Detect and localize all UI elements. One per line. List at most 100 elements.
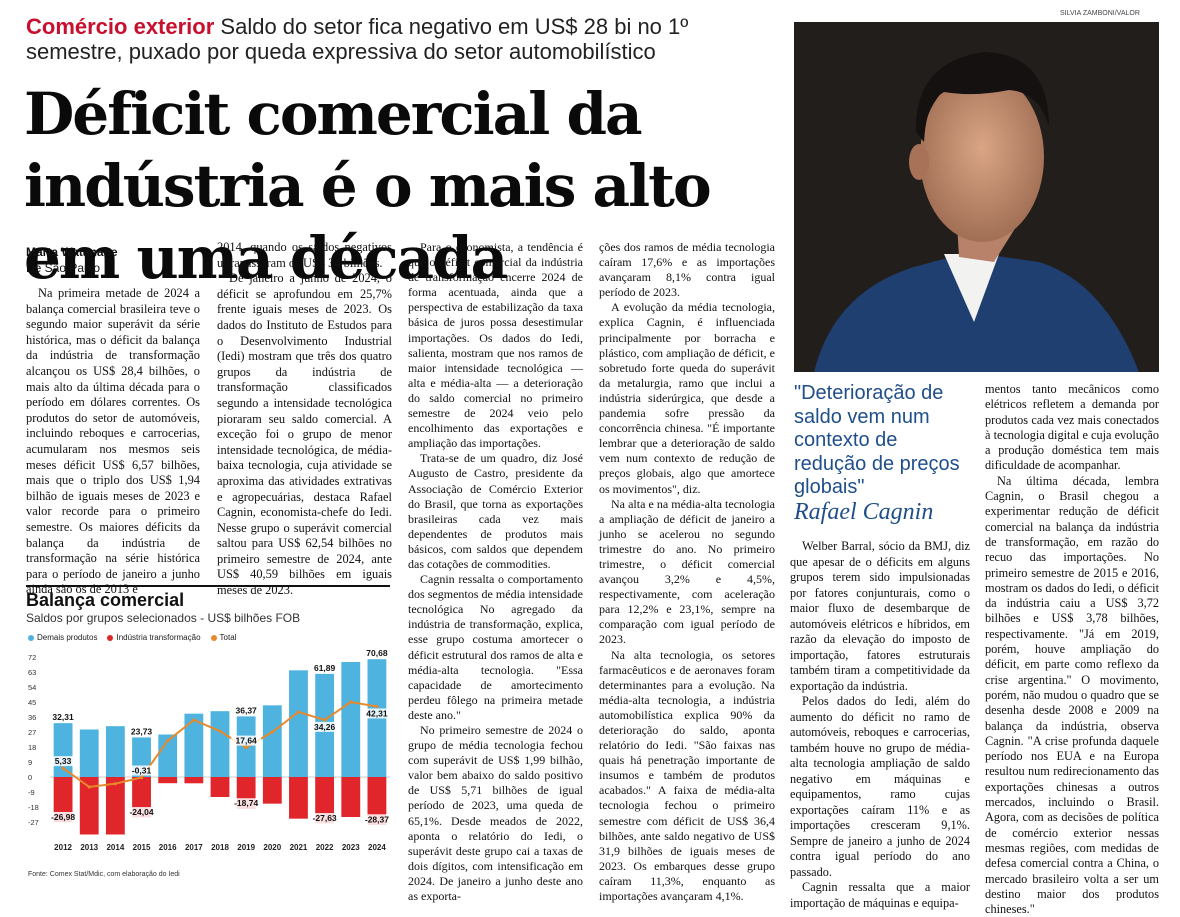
bar-demais-produtos xyxy=(210,711,230,777)
legend-item-total: Total xyxy=(210,633,236,642)
x-tick-label: 2015 xyxy=(133,843,151,852)
chart-rule xyxy=(26,585,390,587)
point-total xyxy=(139,775,144,780)
pull-quote-author: Rafael Cagnin xyxy=(794,498,934,525)
bar-industria-transformacao xyxy=(289,777,308,819)
bar-industria-transformacao xyxy=(184,777,204,784)
paragraph: mentos tanto mecânicos como elétricos re… xyxy=(985,382,1159,473)
bar-demais-produtos xyxy=(341,662,361,777)
x-tick-label: 2016 xyxy=(159,843,177,852)
x-tick-label: 2014 xyxy=(106,843,124,852)
point-total xyxy=(296,710,301,714)
article-column-2: 2014, quando os saldos negativos ultrapa… xyxy=(217,240,392,599)
point-total xyxy=(61,766,65,770)
paragraph: Trata-se de um quadro, diz José Augusto … xyxy=(408,451,583,571)
y-tick-label: -9 xyxy=(28,788,35,797)
bar-demais-produtos xyxy=(262,705,282,777)
y-tick-label: 63 xyxy=(28,668,36,677)
bar-industria-transformacao xyxy=(105,777,125,835)
data-label: -27,63 xyxy=(313,813,337,823)
data-label-bg xyxy=(126,807,157,818)
point-total xyxy=(270,730,274,734)
point-total xyxy=(192,718,196,722)
data-label-bg xyxy=(48,712,79,723)
legend-swatch xyxy=(107,634,114,641)
data-label: -26,98 xyxy=(51,812,75,822)
chart-source: Fonte: Comex Stat/Mdic, com elaboração d… xyxy=(28,871,180,878)
legend-item-demais: Demais produtos xyxy=(28,633,97,642)
article-column-6: mentos tanto mecânicos como elétricos re… xyxy=(985,382,1159,917)
data-label: 42,31 xyxy=(366,708,388,718)
legend-item-industria: Indústria transformação xyxy=(107,633,201,642)
data-label-bg xyxy=(126,765,157,776)
paragraph: Welber Barral, sócio da BMJ, diz que ape… xyxy=(790,539,970,693)
bar-demais-produtos xyxy=(105,726,125,777)
paragraph: A evolução da média tecnologia, explica … xyxy=(599,300,775,496)
paragraph: Na alta e na média-alta tecnologia a amp… xyxy=(599,496,775,647)
paragraph: Na primeira metade de 2024 a balança com… xyxy=(26,286,200,597)
data-label: 32,31 xyxy=(52,712,74,722)
paragraph: Cagnin ressalta o comportamento dos segm… xyxy=(408,572,583,722)
data-label: -18,74 xyxy=(234,798,258,808)
x-tick-label: 2013 xyxy=(80,843,98,852)
author-place: De São Paulo xyxy=(26,261,101,275)
data-label: 34,26 xyxy=(314,722,336,732)
portrait-photo xyxy=(794,22,1159,372)
point-total xyxy=(244,746,248,750)
y-tick-label: 72 xyxy=(28,653,36,662)
balanca-comercial-chart: 72 63 54 45 36 27 18 9 0 -9 -18 -27 2012 2013 2014 2015… xyxy=(28,648,392,852)
data-label-bg xyxy=(231,798,262,809)
paragraph: Para o economista, a tendência é que o d… xyxy=(408,240,583,451)
data-label: 70,68 xyxy=(366,648,388,658)
point-total xyxy=(349,700,353,704)
article-column-3: Para o economista, a tendência é que o d… xyxy=(408,240,583,904)
bar-industria-transformacao xyxy=(79,777,99,835)
data-label: -0,31 xyxy=(132,766,152,776)
x-tick-label: 2021 xyxy=(290,843,308,852)
chart-legend: Demais produtos Indústria transformação … xyxy=(28,633,236,642)
bar-demais-produtos xyxy=(184,713,204,777)
paragraph: ções dos ramos de média tecnologia caíra… xyxy=(599,240,775,300)
bar-industria-transformacao xyxy=(341,777,361,817)
point-total xyxy=(166,739,170,743)
x-tick-label: 2020 xyxy=(263,843,281,852)
bar-industria-transformacao xyxy=(210,777,230,797)
data-label: 36,37 xyxy=(236,705,258,715)
y-tick-label: 54 xyxy=(28,683,36,692)
bar-industria-transformacao xyxy=(132,777,151,818)
x-tick-label: 2022 xyxy=(316,843,334,852)
y-tick-label: 0 xyxy=(28,773,32,782)
y-tick-label: 9 xyxy=(28,758,32,767)
legend-swatch xyxy=(28,634,34,641)
data-label: 17,64 xyxy=(236,736,258,746)
pull-quote: "Deterioração de saldo vem num contexto … xyxy=(794,382,974,524)
paragraph: Cagnin ressalta que a maior importação d… xyxy=(790,880,970,910)
bar-industria-transformacao xyxy=(262,777,282,804)
x-tick-label: 2019 xyxy=(237,843,255,852)
data-label-bg xyxy=(48,756,79,767)
bar-industria-transformacao xyxy=(158,777,178,784)
x-tick-label: 2023 xyxy=(342,843,360,852)
x-tick-label: 2012 xyxy=(54,843,72,852)
x-tick-label: 2018 xyxy=(211,843,229,852)
byline: Marta Watanabe De São Paulo xyxy=(26,244,118,276)
point-total xyxy=(375,704,379,709)
data-label-bg xyxy=(309,662,340,673)
data-label: 61,89 xyxy=(314,663,336,673)
data-label-bg xyxy=(126,726,157,737)
data-label-bg xyxy=(309,813,340,824)
bar-industria-transformacao xyxy=(315,777,335,824)
bar-industria-transformacao xyxy=(367,777,387,825)
x-tick-label: 2024 xyxy=(368,843,386,852)
y-tick-label: -18 xyxy=(28,803,39,812)
section-tag: Comércio exterior xyxy=(26,14,215,39)
chart-title: Balança comercial xyxy=(26,590,185,610)
point-total xyxy=(87,785,91,789)
bar-demais-produtos xyxy=(158,734,178,777)
paragraph: Pelos dados do Iedi, além do aumento do … xyxy=(790,694,970,879)
data-label-bg xyxy=(231,735,262,746)
data-label-bg xyxy=(361,648,392,659)
paragraph: 2014, quando os saldos negativos ultrapa… xyxy=(217,240,392,270)
y-tick-label: -27 xyxy=(28,818,39,827)
y-tick-label: 36 xyxy=(28,713,36,722)
